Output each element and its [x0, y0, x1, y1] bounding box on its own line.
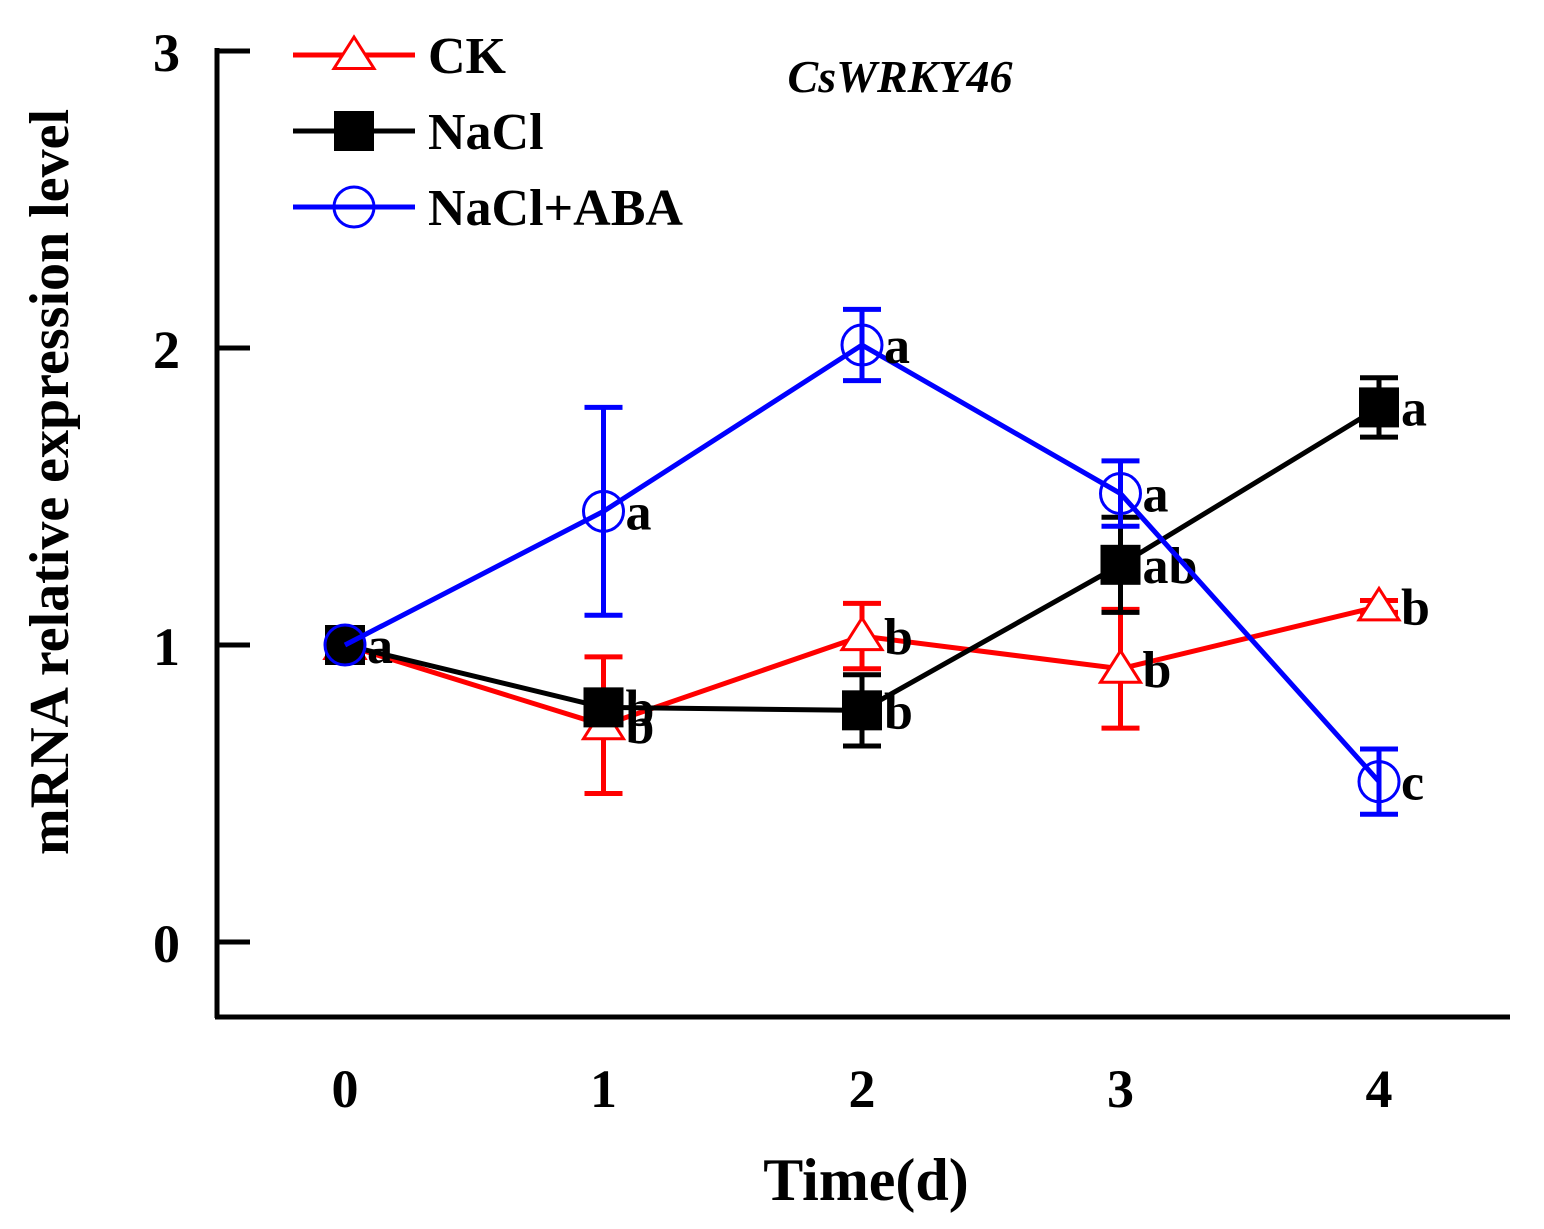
- significance-label: b: [1401, 579, 1430, 636]
- legend-item: CK: [293, 28, 507, 85]
- triangle-marker: [839, 615, 885, 652]
- circle-marker: [1357, 760, 1401, 804]
- x-tick-label: 4: [1366, 1059, 1393, 1119]
- y-axis-label: mRNA relative expression level: [19, 109, 81, 855]
- y-tick-label: 0: [153, 914, 180, 974]
- legend-label: CK: [428, 28, 507, 85]
- circle-marker: [323, 623, 367, 667]
- legend-label: NaCl: [428, 104, 544, 161]
- square-marker: [1100, 544, 1141, 585]
- triangle-marker: [1356, 585, 1402, 622]
- triangle-marker: [331, 34, 377, 70]
- significance-label: c: [1401, 755, 1424, 812]
- significance-label: a: [884, 318, 910, 375]
- x-axis-label: Time(d): [763, 1147, 969, 1213]
- legend-item: NaCl: [293, 104, 544, 161]
- x-tick-label: 1: [590, 1059, 617, 1119]
- y-tick-label: 2: [153, 320, 180, 380]
- axes: [214, 48, 1510, 1020]
- significance-label: a: [626, 484, 652, 541]
- legend: CK NaCl NaCl+ABA: [293, 28, 683, 237]
- significance-label: a: [1143, 467, 1169, 524]
- x-tick-label: 3: [1107, 1059, 1134, 1119]
- circle-marker: [332, 185, 376, 229]
- circle-marker: [582, 489, 625, 533]
- significance-label: b: [1143, 642, 1172, 699]
- square-marker: [583, 687, 624, 728]
- x-tick-label: 2: [849, 1059, 876, 1119]
- square-marker: [334, 111, 374, 151]
- square-marker: [1359, 387, 1399, 428]
- x-tick-label: 0: [332, 1059, 359, 1119]
- significance-label: b: [884, 683, 913, 740]
- significance-label: b: [884, 609, 913, 666]
- legend-item: NaCl+ABA: [293, 180, 683, 237]
- x-ticks: 0 1 2 3 4: [332, 1059, 1393, 1119]
- legend-label: NaCl+ABA: [428, 180, 683, 237]
- significance-label: a: [1401, 380, 1427, 437]
- y-tick-label: 1: [153, 617, 180, 677]
- chart-title: CsWRKY46: [788, 51, 1013, 102]
- series-nacl-aba: a a a c: [323, 306, 1424, 817]
- significance-label: b: [626, 680, 655, 737]
- square-marker: [842, 690, 882, 731]
- triangle-marker: [1097, 647, 1144, 684]
- circle-marker: [840, 323, 884, 367]
- y-tick-label: 3: [153, 23, 180, 83]
- circle-marker: [1099, 472, 1142, 516]
- y-ticks: 0 1 2 3: [153, 23, 250, 974]
